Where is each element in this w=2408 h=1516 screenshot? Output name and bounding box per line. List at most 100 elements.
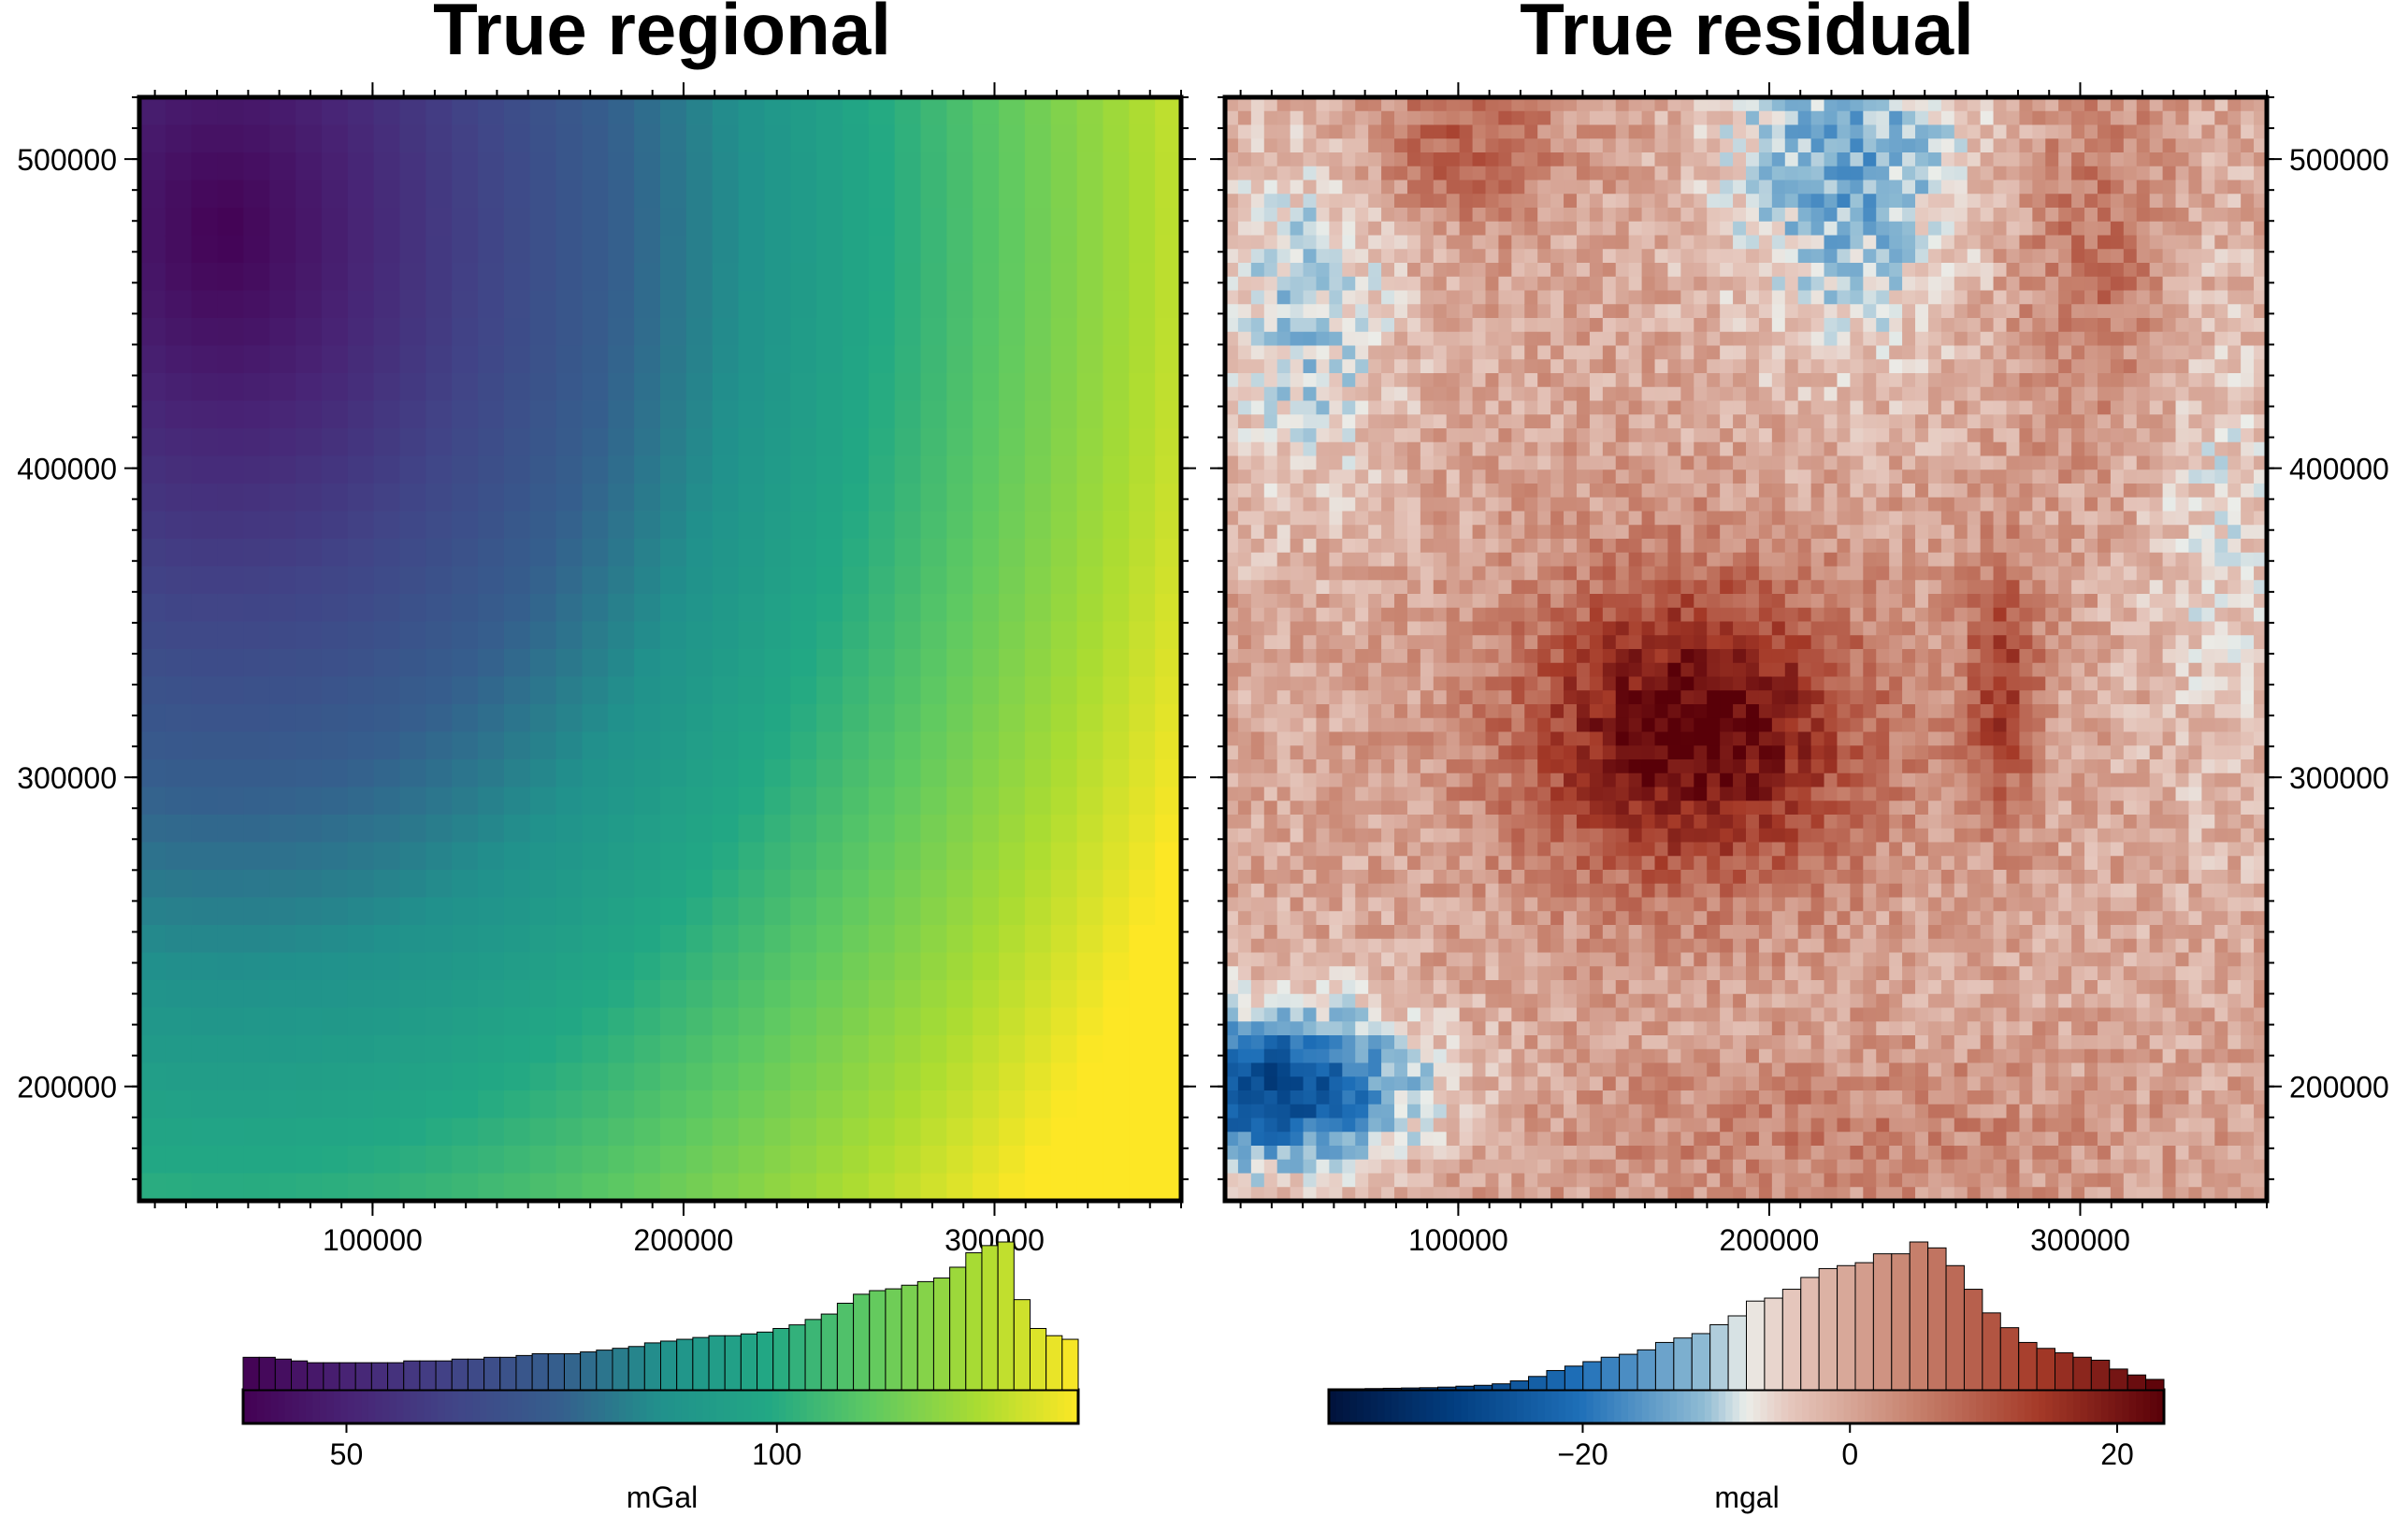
heatmap-cell: [1602, 580, 1617, 595]
heatmap-cell: [1550, 731, 1564, 746]
heatmap-cell: [1602, 1007, 1617, 1022]
heatmap-cell: [1290, 1007, 1305, 1022]
heatmap-cell: [1237, 469, 1252, 484]
colorbar-segment: [591, 1390, 599, 1423]
heatmap-cell: [1342, 662, 1356, 677]
heatmap-cell: [1237, 249, 1252, 264]
heatmap-cell: [1368, 1146, 1382, 1161]
heatmap-cell: [1316, 331, 1330, 346]
heatmap-cell: [296, 235, 323, 264]
heatmap-cell: [1511, 263, 1525, 278]
heatmap-cell: [1433, 580, 1448, 595]
heatmap-cell: [1602, 842, 1617, 857]
heatmap-cell: [1576, 180, 1591, 195]
heatmap-cell: [1550, 870, 1564, 885]
heatmap-cell: [1537, 883, 1551, 898]
heatmap-cell: [1511, 484, 1525, 498]
heatmap-cell: [1511, 276, 1525, 291]
heatmap-cell: [1155, 455, 1182, 484]
heatmap-cell: [321, 1173, 349, 1202]
heatmap-cell: [1263, 441, 1278, 456]
heatmap-cell: [1694, 966, 1708, 981]
heatmap-cell: [1654, 166, 1668, 180]
heatmap-cell: [1654, 772, 1668, 787]
heatmap-cell: [321, 208, 349, 237]
heatmap-cell: [503, 925, 531, 954]
heatmap-cell: [1576, 745, 1591, 760]
heatmap-cell: [139, 897, 166, 926]
heatmap-cell: [399, 345, 426, 374]
heatmap-cell: [1564, 552, 1578, 567]
heatmap-cell: [373, 815, 401, 844]
heatmap-cell: [1381, 1007, 1395, 1022]
heatmap-cell: [1237, 290, 1252, 305]
heatmap-cell: [1381, 772, 1395, 787]
heatmap-cell: [1524, 621, 1538, 636]
heatmap-cell: [1446, 484, 1461, 498]
heatmap-cell: [1381, 221, 1395, 236]
heatmap-cell: [685, 1090, 714, 1119]
heatmap-cell: [1024, 952, 1052, 981]
heatmap-cell: [1303, 1062, 1317, 1077]
heatmap-cell: [894, 980, 922, 1009]
heatmap-cell: [1381, 124, 1395, 139]
heatmap-cell: [296, 208, 323, 237]
heatmap-cell: [1615, 249, 1630, 264]
heatmap-cell: [478, 676, 505, 705]
heatmap-cell: [1564, 662, 1578, 677]
colorbar-segment: [792, 1390, 800, 1423]
heatmap-cell: [712, 815, 740, 844]
heatmap-cell: [1368, 1021, 1382, 1036]
heatmap-cell: [1511, 621, 1525, 636]
heatmap-cell: [1433, 772, 1448, 787]
heatmap-cell: [529, 290, 557, 319]
heatmap-cell: [1680, 1159, 1694, 1174]
colorbar-segment: [375, 1390, 383, 1423]
colorbar-segment: [841, 1390, 850, 1423]
heatmap-cell: [347, 952, 375, 981]
heatmap-cell: [1576, 110, 1591, 125]
heatmap-cell: [165, 704, 193, 733]
heatmap-cell: [1225, 1187, 1239, 1202]
heatmap-cell: [529, 1173, 557, 1202]
heatmap-cell: [1276, 386, 1291, 401]
heatmap-cell: [1368, 249, 1382, 264]
heatmap-cell: [1250, 966, 1265, 981]
heatmap-cell: [1263, 110, 1278, 125]
heatmap-cell: [1406, 1146, 1421, 1161]
heatmap-cell: [1381, 759, 1395, 774]
heatmap-cell: [1155, 1173, 1182, 1202]
heatmap-cell: [1381, 373, 1395, 388]
heatmap-cell: [868, 1173, 896, 1202]
heatmap-cell: [1250, 235, 1265, 250]
heatmap-cell: [1446, 621, 1461, 636]
heatmap-cell: [1641, 897, 1656, 912]
heatmap-cell: [1406, 828, 1421, 843]
heatmap-cell: [1420, 966, 1435, 981]
heatmap-cell: [1498, 318, 1512, 333]
heatmap-cell: [1225, 717, 1239, 732]
heatmap-cell: [1485, 318, 1499, 333]
heatmap-cell: [1576, 731, 1591, 746]
heatmap-cell: [217, 1062, 244, 1091]
heatmap-cell: [217, 1035, 244, 1064]
heatmap-cell: [217, 511, 244, 540]
heatmap-cell: [1342, 1159, 1356, 1174]
heatmap-cell: [1394, 1132, 1408, 1147]
heatmap-cell: [555, 539, 584, 568]
heatmap-cell: [1707, 345, 1721, 360]
heatmap-cell: [139, 594, 166, 623]
heatmap-cell: [425, 539, 453, 568]
heatmap-cell: [1303, 497, 1317, 512]
heatmap-cell: [1667, 815, 1681, 830]
heatmap-cell: [1628, 828, 1643, 843]
heatmap-cell: [1446, 566, 1461, 581]
heatmap-cell: [1263, 345, 1278, 360]
heatmap-cell: [738, 897, 765, 926]
heatmap-cell: [1628, 1062, 1643, 1077]
heatmap-cell: [1511, 1146, 1525, 1161]
heatmap-cell: [1342, 1021, 1356, 1036]
heatmap-cell: [1433, 1173, 1448, 1188]
heatmap-cell: [1381, 428, 1395, 443]
heatmap-cell: [634, 1035, 661, 1064]
